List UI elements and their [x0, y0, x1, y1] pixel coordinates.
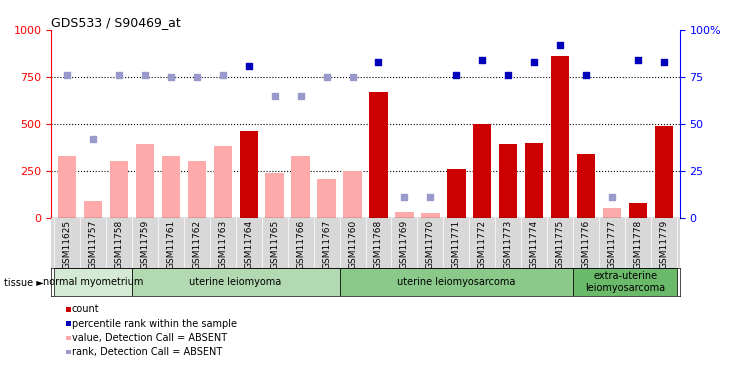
Bar — [162, 156, 180, 218]
Point — [398, 194, 410, 200]
Text: GSM11779: GSM11779 — [660, 220, 669, 269]
Text: GSM11757: GSM11757 — [88, 220, 97, 269]
Point — [295, 93, 306, 99]
Bar — [395, 212, 414, 217]
Text: GSM11773: GSM11773 — [504, 220, 513, 269]
Bar — [317, 179, 336, 218]
Text: GSM11776: GSM11776 — [582, 220, 591, 269]
Bar — [110, 161, 128, 218]
Point — [164, 74, 176, 80]
Text: normal myometrium: normal myometrium — [42, 277, 143, 287]
Bar — [240, 131, 258, 218]
Bar — [83, 201, 102, 217]
Bar — [339, 268, 573, 296]
Bar — [526, 142, 543, 218]
Point — [529, 59, 540, 65]
Text: GSM11765: GSM11765 — [270, 220, 279, 269]
Bar — [577, 154, 596, 218]
Bar — [499, 144, 518, 218]
Point — [607, 194, 618, 200]
Point — [321, 74, 333, 80]
Bar — [344, 171, 362, 217]
Text: GSM11777: GSM11777 — [607, 220, 617, 269]
Text: GSM11772: GSM11772 — [478, 220, 487, 269]
Text: uterine leiomyosarcoma: uterine leiomyosarcoma — [397, 277, 515, 287]
Text: count: count — [72, 304, 99, 314]
Text: GSM11760: GSM11760 — [348, 220, 357, 269]
Point — [425, 194, 436, 200]
Bar — [603, 208, 621, 218]
Point — [632, 57, 644, 63]
Text: GSM11764: GSM11764 — [244, 220, 253, 269]
Text: GSM11774: GSM11774 — [530, 220, 539, 269]
Point — [113, 72, 124, 78]
Point — [373, 59, 385, 65]
Text: value, Detection Call = ABSENT: value, Detection Call = ABSENT — [72, 333, 227, 343]
Text: extra-uterine
leiomyosarcoma: extra-uterine leiomyosarcoma — [586, 272, 665, 293]
Text: GSM11758: GSM11758 — [114, 220, 124, 269]
Point — [450, 72, 462, 78]
Bar — [369, 92, 387, 218]
Bar — [551, 56, 569, 217]
Text: GSM11625: GSM11625 — [62, 220, 71, 269]
Point — [243, 63, 254, 69]
Bar — [421, 213, 439, 217]
Point — [139, 72, 151, 78]
Point — [269, 93, 281, 99]
Text: percentile rank within the sample: percentile rank within the sample — [72, 319, 237, 328]
Point — [87, 136, 99, 142]
Point — [217, 72, 229, 78]
Text: GSM11762: GSM11762 — [192, 220, 201, 269]
Bar — [292, 156, 310, 218]
Point — [346, 74, 358, 80]
Bar — [135, 144, 154, 218]
Bar — [265, 172, 284, 217]
Text: GSM11770: GSM11770 — [426, 220, 435, 269]
Point — [659, 59, 670, 65]
Point — [555, 42, 567, 48]
Text: GSM11778: GSM11778 — [634, 220, 643, 269]
Text: GSM11759: GSM11759 — [140, 220, 149, 269]
Point — [580, 72, 592, 78]
Point — [502, 72, 514, 78]
Bar — [54, 268, 132, 296]
Bar — [132, 268, 339, 296]
Text: GSM11767: GSM11767 — [322, 220, 331, 269]
Bar — [473, 124, 491, 218]
Text: GSM11766: GSM11766 — [296, 220, 305, 269]
Text: GDS533 / S90469_at: GDS533 / S90469_at — [51, 16, 181, 29]
Bar — [188, 161, 205, 218]
Point — [61, 72, 72, 78]
Text: GSM11771: GSM11771 — [452, 220, 461, 269]
Bar — [629, 202, 648, 217]
Bar — [213, 146, 232, 218]
Bar — [655, 126, 673, 218]
Text: tissue ►: tissue ► — [4, 278, 43, 288]
Text: GSM11769: GSM11769 — [400, 220, 409, 269]
Text: GSM11768: GSM11768 — [374, 220, 383, 269]
Point — [191, 74, 202, 80]
Text: GSM11763: GSM11763 — [218, 220, 227, 269]
Bar — [447, 169, 466, 217]
Bar — [58, 156, 76, 218]
Text: GSM11761: GSM11761 — [166, 220, 175, 269]
Text: uterine leiomyoma: uterine leiomyoma — [189, 277, 281, 287]
Point — [477, 57, 488, 63]
Text: rank, Detection Call = ABSENT: rank, Detection Call = ABSENT — [72, 347, 222, 357]
Text: GSM11775: GSM11775 — [556, 220, 565, 269]
Bar — [573, 268, 677, 296]
